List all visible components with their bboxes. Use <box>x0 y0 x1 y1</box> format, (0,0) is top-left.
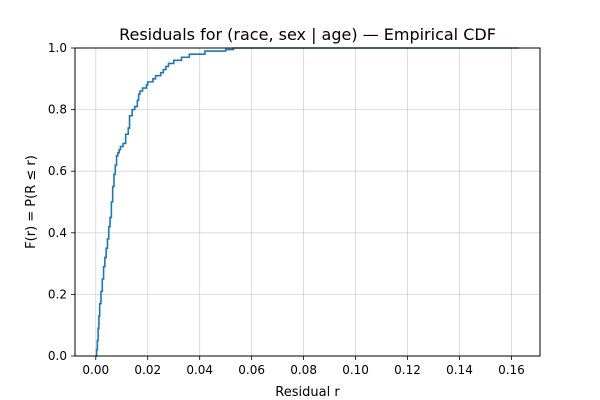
x-tick-label: 0.06 <box>238 363 265 377</box>
x-tick-label: 0.12 <box>394 363 421 377</box>
x-tick-label: 0.10 <box>342 363 369 377</box>
chart-title: Residuals for (race, sex | age) — Empiri… <box>119 25 496 44</box>
x-tick-label: 0.14 <box>446 363 473 377</box>
y-tick-label: 0.0 <box>48 349 67 363</box>
y-axis-label: F(r) = P(R ≤ r) <box>24 155 39 249</box>
y-tick-label: 1.0 <box>48 41 67 55</box>
y-tick-label: 0.4 <box>48 226 67 240</box>
x-axis: 0.00 0.02 0.04 0.06 0.08 0.10 0.12 0.14 0.16 <box>82 356 525 377</box>
y-axis: 0.0 0.2 0.4 0.6 0.8 1.0 <box>48 41 75 363</box>
y-tick-label: 0.2 <box>48 287 67 301</box>
grid <box>75 47 540 357</box>
y-tick-label: 0.6 <box>48 164 67 178</box>
y-tick-label: 0.8 <box>48 103 67 117</box>
ecdf-line <box>95 47 520 357</box>
x-tick-label: 0.00 <box>82 363 109 377</box>
plot-frame <box>74 47 541 357</box>
x-tick-label: 0.02 <box>134 363 161 377</box>
x-axis-label: Residual r <box>275 385 340 400</box>
series-layer <box>95 47 520 357</box>
x-tick-label: 0.04 <box>186 363 213 377</box>
x-tick-label: 0.16 <box>498 363 525 377</box>
x-tick-label: 0.08 <box>290 363 317 377</box>
